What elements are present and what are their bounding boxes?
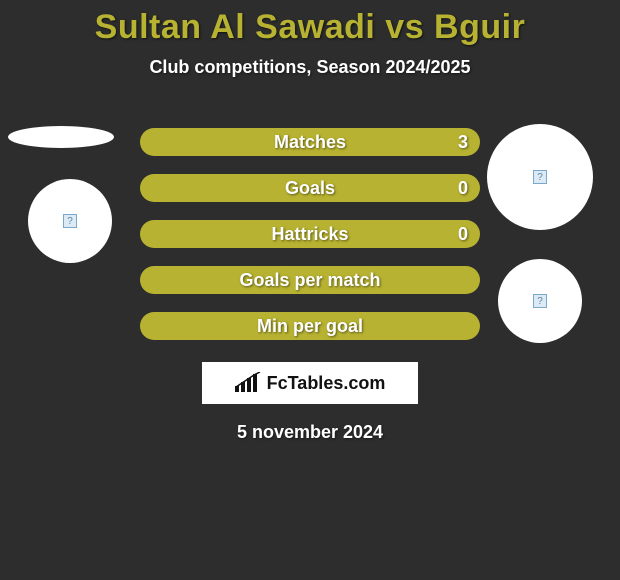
page-title: Sultan Al Sawadi vs Bguir <box>0 0 620 47</box>
broken-image-icon <box>63 214 77 228</box>
stat-label: Hattricks <box>271 224 348 245</box>
decor-circle-c <box>498 259 582 343</box>
stat-bar-matches: Matches 3 <box>140 128 480 156</box>
brand-text: FcTables.com <box>267 373 386 394</box>
stat-label: Min per goal <box>257 316 363 337</box>
page-subtitle: Club competitions, Season 2024/2025 <box>0 57 620 78</box>
stat-bar-gpm: Goals per match <box>140 266 480 294</box>
stat-bar-hattricks: Hattricks 0 <box>140 220 480 248</box>
brand-badge: FcTables.com <box>202 362 418 404</box>
decor-circle-a <box>28 179 112 263</box>
bar-chart-icon <box>235 372 261 394</box>
decor-circle-b <box>487 124 593 230</box>
broken-image-icon <box>533 170 547 184</box>
stat-right: 0 <box>458 174 468 202</box>
stat-right: 0 <box>458 220 468 248</box>
stat-label: Matches <box>274 132 346 153</box>
broken-image-icon <box>533 294 547 308</box>
stat-label: Goals <box>285 178 335 199</box>
stat-bar-goals: Goals 0 <box>140 174 480 202</box>
stat-label: Goals per match <box>239 270 380 291</box>
decor-ellipse <box>8 126 114 148</box>
stat-bars: Matches 3 Goals 0 Hattricks 0 Goals per … <box>140 128 480 340</box>
footer-date: 5 november 2024 <box>0 422 620 443</box>
stat-right: 3 <box>458 128 468 156</box>
stat-bar-mpg: Min per goal <box>140 312 480 340</box>
